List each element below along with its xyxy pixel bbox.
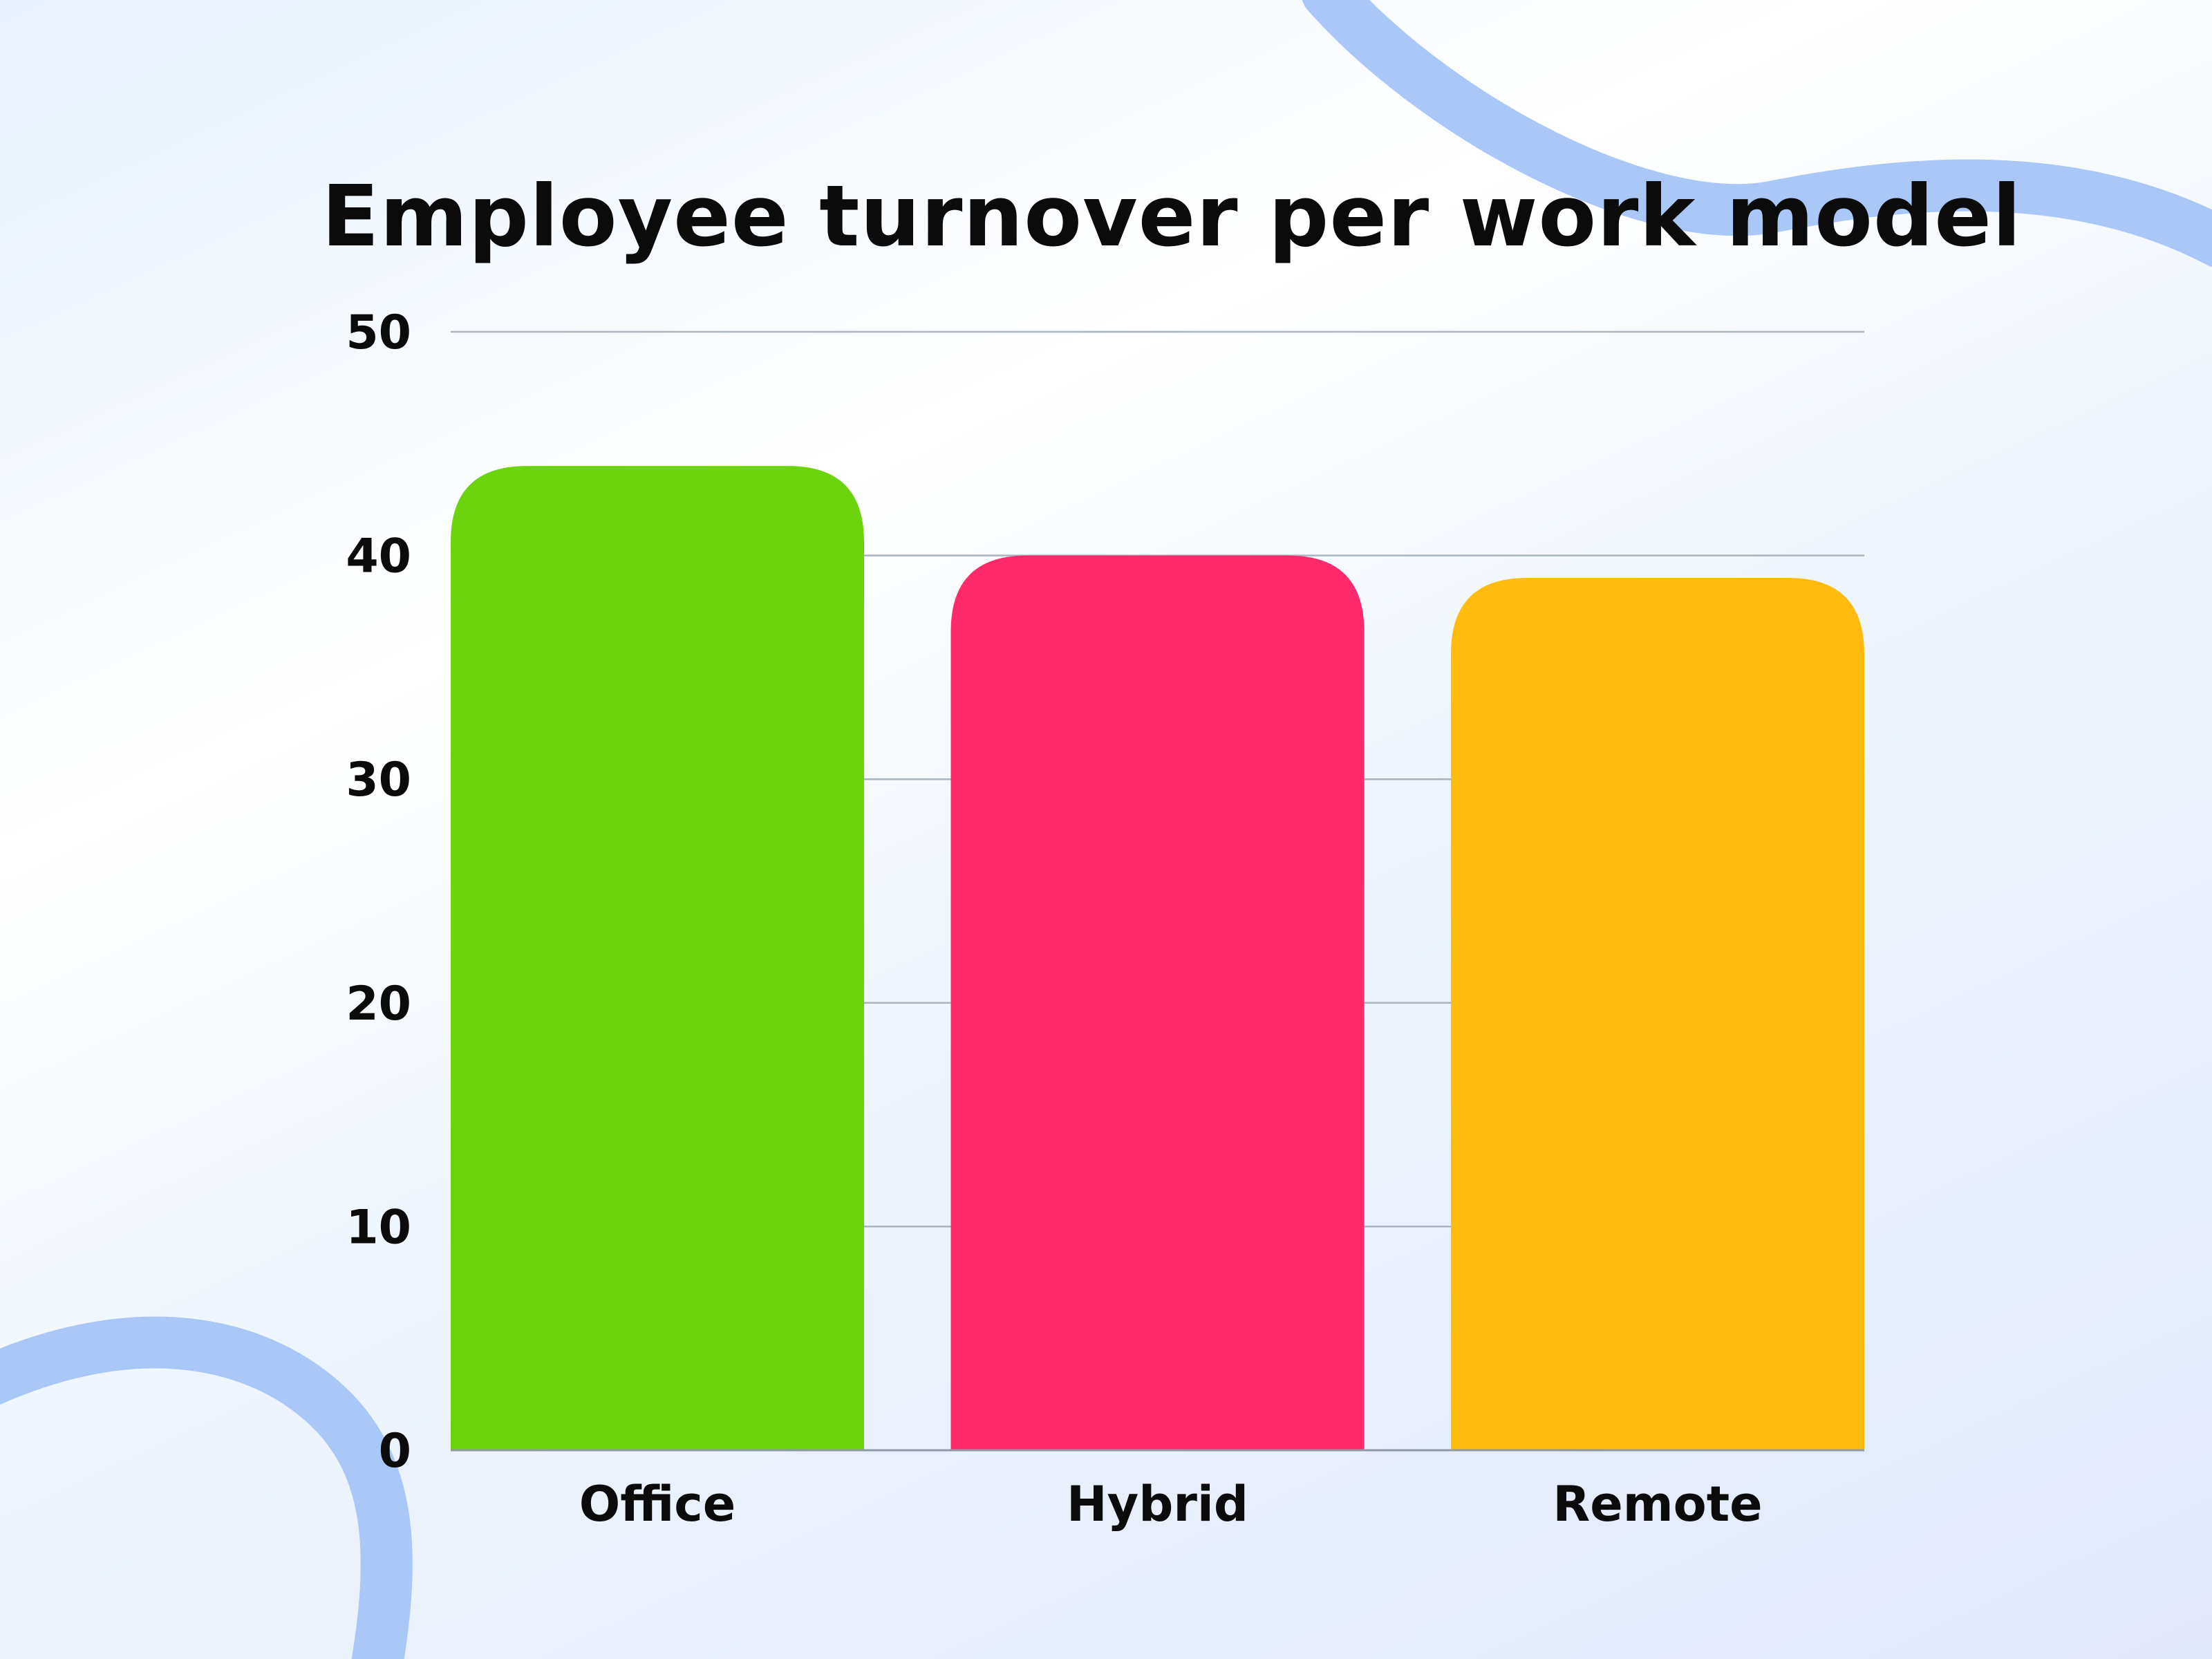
x-tick-label-office: Office bbox=[579, 1476, 736, 1533]
decorative-ribbon-top-right bbox=[1302, 0, 2212, 268]
y-tick-label: 20 bbox=[346, 977, 411, 1031]
x-tick-label-remote: Remote bbox=[1553, 1476, 1762, 1533]
y-tick-label: 10 bbox=[346, 1200, 411, 1255]
bar-remote bbox=[1451, 577, 1864, 1451]
y-tick-label: 40 bbox=[346, 529, 411, 584]
bar-hybrid bbox=[950, 555, 1365, 1450]
bar-office bbox=[451, 466, 864, 1451]
x-tick-label-hybrid: Hybrid bbox=[1067, 1476, 1248, 1533]
chart-title: Employee turnover per work model bbox=[321, 167, 2022, 265]
decorative-ribbon-bottom-left bbox=[0, 1316, 413, 1659]
y-tick-label: 30 bbox=[346, 753, 411, 807]
bars bbox=[451, 466, 1864, 1451]
y-tick-label: 0 bbox=[379, 1424, 411, 1479]
y-tick-label: 50 bbox=[346, 306, 411, 360]
axes: 0 10 20 30 40 50 Office Hybrid Remote bbox=[346, 306, 1864, 1533]
